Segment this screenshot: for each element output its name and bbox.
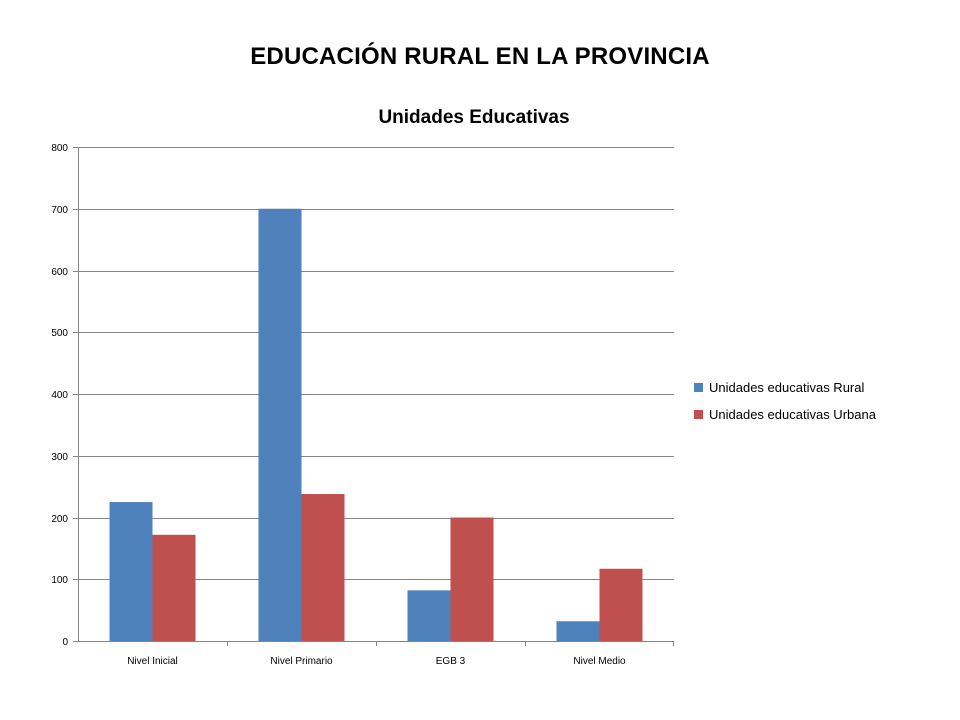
y-tick-label: 500 [51,328,68,339]
x-tick-label: Nivel Inicial [127,656,178,667]
legend: Unidades educativas Rural Unidades educat… [694,380,877,422]
y-tick-label: 0 [62,637,68,648]
slide-title: EDUCACIÓN RURAL EN LA PROVINCIA [250,43,710,70]
y-tick-label: 400 [51,390,68,401]
y-tick-label: 300 [51,452,68,463]
legend-label: Unidades educativas Rural [709,380,864,395]
y-tick-label: 600 [51,267,68,278]
y-tick-label: 800 [51,143,68,154]
y-axis-ticks: 0 100 200 300 400 500 600 700 800 [51,143,68,648]
bar-unidades-educativas-rural-nivel-medio [556,621,600,641]
bar-unidades-educativas-rural-nivel-inicial [109,502,153,641]
x-tick-label: Nivel Primario [270,656,333,667]
bar-unidades-educativas-rural-nivel-primario [258,208,302,641]
bar-unidades-educativas-urbana-nivel-medio [599,568,643,641]
bar-unidades-educativas-urbana-egb-3 [450,517,494,641]
gridlines [78,147,674,580]
legend-swatch [694,410,703,419]
bar-unidades-educativas-urbana-nivel-primario [301,494,345,641]
bar-unidades-educativas-rural-egb-3 [407,590,451,641]
x-axis-ticks: Nivel Inicial Nivel Primario EGB 3 Nivel Me… [127,656,626,667]
bar-unidades-educativas-urbana-nivel-inicial [152,534,196,641]
x-tick-label: Nivel Medio [573,656,626,667]
y-tick-label: 200 [51,514,68,525]
legend-swatch [694,383,703,392]
y-tick-label: 100 [51,575,68,586]
axes [73,147,674,646]
legend-label: Unidades educativas Urbana [709,407,877,422]
x-tick-label: EGB 3 [436,656,466,667]
y-tick-label: 700 [51,205,68,216]
chart-title: Unidades Educativas [378,107,569,128]
bars [109,208,643,641]
